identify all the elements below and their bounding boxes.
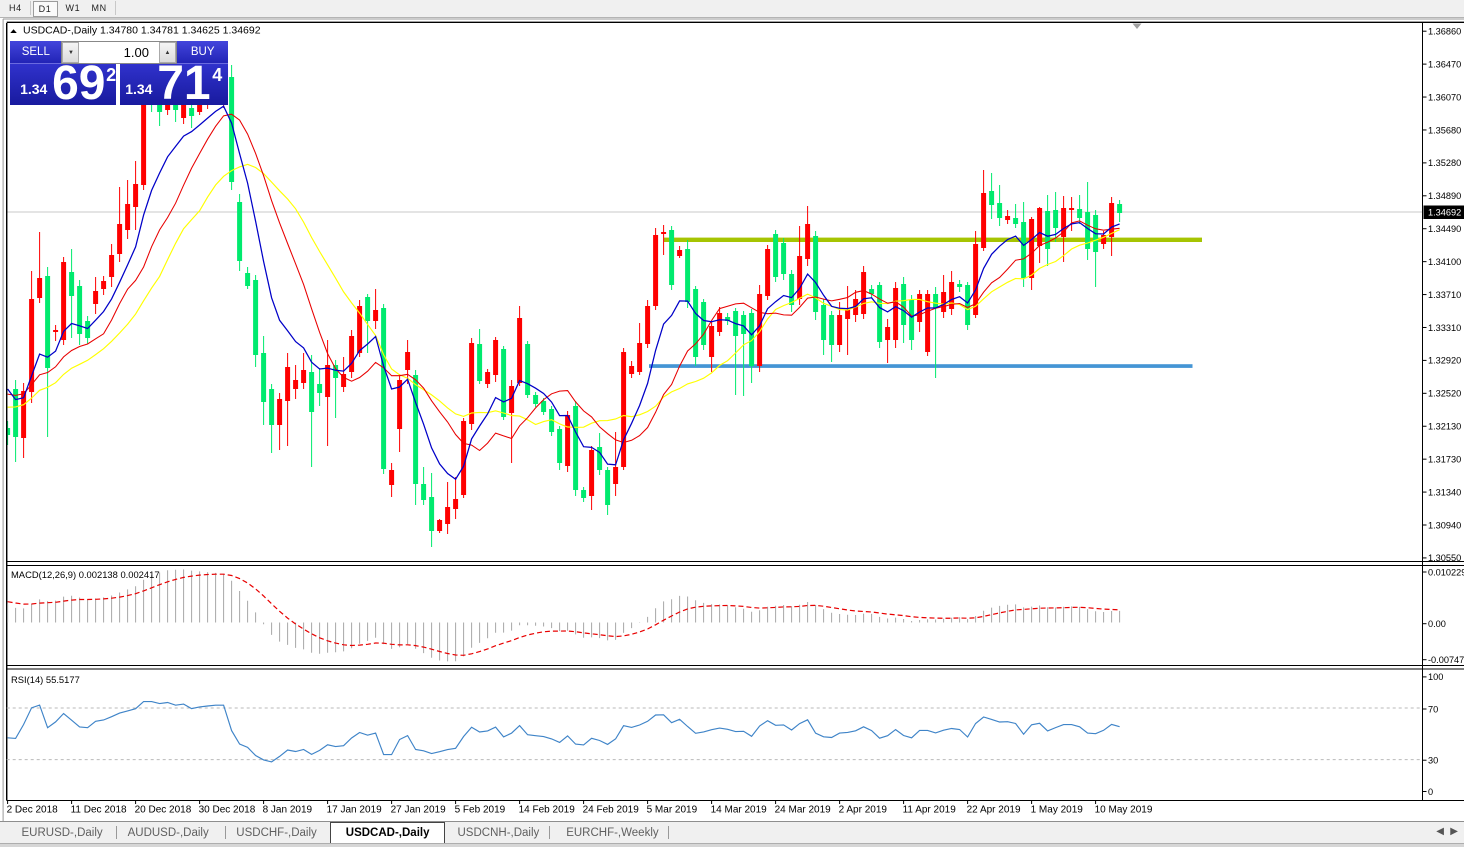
svg-text:1.32130: 1.32130 <box>1428 422 1461 432</box>
svg-text:1.35280: 1.35280 <box>1428 158 1461 168</box>
svg-text:30 Dec 2018: 30 Dec 2018 <box>199 805 256 816</box>
svg-text:5 Feb 2019: 5 Feb 2019 <box>455 805 506 816</box>
svg-text:1.33710: 1.33710 <box>1428 290 1461 300</box>
svg-text:8 Jan 2019: 8 Jan 2019 <box>263 805 313 816</box>
svg-text:24 Feb 2019: 24 Feb 2019 <box>583 805 640 816</box>
svg-text:10 May 2019: 10 May 2019 <box>1095 805 1153 816</box>
svg-text:1.32520: 1.32520 <box>1428 389 1461 399</box>
svg-text:USDCAD-,Daily 1.34780 1.34781: USDCAD-,Daily 1.34780 1.34781 1.34625 1.… <box>23 25 261 37</box>
svg-text:1.30550: 1.30550 <box>1428 553 1461 563</box>
svg-text:MACD(12,26,9) 0.002138 0.00241: MACD(12,26,9) 0.002138 0.002417 <box>11 569 160 580</box>
svg-text:1.34890: 1.34890 <box>1428 191 1461 201</box>
svg-text:20 Dec 2018: 20 Dec 2018 <box>135 805 192 816</box>
svg-text:17 Jan 2019: 17 Jan 2019 <box>327 805 382 816</box>
svg-text:100: 100 <box>1428 672 1443 682</box>
svg-text:30: 30 <box>1428 756 1438 766</box>
svg-text:2 Dec 2018: 2 Dec 2018 <box>7 805 59 816</box>
svg-text:14 Feb 2019: 14 Feb 2019 <box>519 805 576 816</box>
svg-text:5 Mar 2019: 5 Mar 2019 <box>647 805 698 816</box>
svg-text:1.36470: 1.36470 <box>1428 59 1461 69</box>
svg-text:0: 0 <box>1428 787 1433 797</box>
svg-text:1.34692: 1.34692 <box>1428 208 1461 218</box>
svg-text:0.0102295: 0.0102295 <box>1428 567 1464 577</box>
svg-text:22 Apr 2019: 22 Apr 2019 <box>967 805 1021 816</box>
svg-text:1.35680: 1.35680 <box>1428 125 1461 135</box>
svg-text:0.00: 0.00 <box>1428 619 1446 629</box>
svg-text:1.31340: 1.31340 <box>1428 487 1461 497</box>
svg-text:1 May 2019: 1 May 2019 <box>1031 805 1084 816</box>
svg-text:11 Apr 2019: 11 Apr 2019 <box>903 805 957 816</box>
svg-text:1.34490: 1.34490 <box>1428 224 1461 234</box>
svg-text:70: 70 <box>1428 704 1438 714</box>
svg-text:1.31730: 1.31730 <box>1428 455 1461 465</box>
svg-text:14 Mar 2019: 14 Mar 2019 <box>711 805 768 816</box>
svg-text:-0.0074775: -0.0074775 <box>1428 655 1464 665</box>
svg-text:1.36070: 1.36070 <box>1428 92 1461 102</box>
svg-text:24 Mar 2019: 24 Mar 2019 <box>775 805 832 816</box>
svg-text:1.32920: 1.32920 <box>1428 356 1461 366</box>
svg-text:1.33310: 1.33310 <box>1428 323 1461 333</box>
svg-text:27 Jan 2019: 27 Jan 2019 <box>391 805 446 816</box>
svg-text:1.30940: 1.30940 <box>1428 520 1461 530</box>
svg-text:2 Apr 2019: 2 Apr 2019 <box>839 805 888 816</box>
svg-text:11 Dec 2018: 11 Dec 2018 <box>71 805 127 816</box>
svg-text:1.34100: 1.34100 <box>1428 257 1461 267</box>
svg-text:RSI(14) 55.5177: RSI(14) 55.5177 <box>11 674 80 685</box>
svg-text:1.36860: 1.36860 <box>1428 27 1461 37</box>
